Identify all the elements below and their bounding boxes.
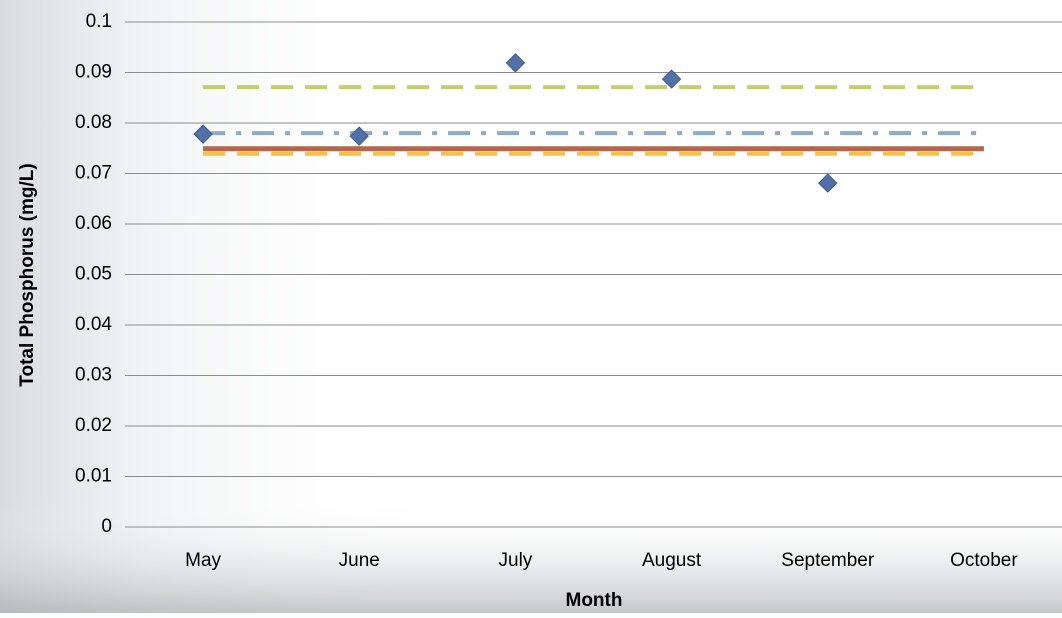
y-tick-label: 0.1 [86,11,112,32]
x-tick-label: May [185,550,221,571]
y-tick-label: 0.09 [75,62,112,83]
y-tick-label: 0.08 [75,112,112,133]
data-point [505,53,526,73]
y-tick-label: 0.07 [75,163,112,184]
x-axis-title: Month [566,590,623,611]
y-axis-title: Total Phosphorus (mg/L) [17,163,38,386]
y-tick-label: 0.04 [75,314,112,335]
y-tick-label: 0.03 [75,365,112,386]
x-tick-label: August [642,550,702,571]
y-tick-label: 0.06 [75,213,112,234]
y-tick-label: 0 [101,516,112,537]
data-point [661,69,682,89]
data-point [349,126,369,146]
x-tick-label: June [339,550,380,571]
y-tick-label: 0.01 [75,466,112,487]
x-tick-label: July [499,550,533,571]
x-tick-label: October [950,550,1018,571]
y-tick-label: 0.05 [75,264,112,285]
y-tick-label: 0.02 [75,415,112,436]
x-tick-label: September [781,550,875,571]
background-texture [0,500,1062,613]
data-point [193,124,213,144]
data-point [818,173,838,193]
